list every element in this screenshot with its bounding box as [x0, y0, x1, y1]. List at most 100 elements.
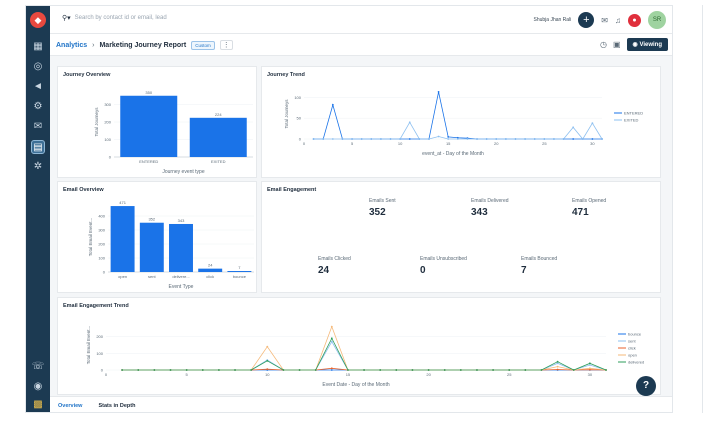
y-tick-label: 0 [299, 137, 302, 142]
data-point [437, 135, 440, 138]
x-tick-label: 15 [346, 372, 351, 377]
megaphone-icon[interactable]: ◄ [33, 81, 43, 92]
x-tick-label: delivere... [172, 274, 189, 279]
breadcrumb-separator: › [92, 41, 95, 49]
x-tick-label: 30 [588, 372, 593, 377]
email-overview-card: Email Overview 0 100 200 300 400 471 open 352 se… [57, 181, 257, 293]
calendar-icon[interactable]: ▦ [33, 41, 43, 52]
data-point [312, 138, 315, 140]
legend-label: EXITED [624, 118, 639, 123]
search-input[interactable]: Search by contact id or email, lead [74, 15, 167, 21]
bar [120, 95, 178, 157]
phone-icon[interactable]: ☏ [31, 361, 45, 372]
data-point [508, 369, 511, 371]
analytics-icon[interactable]: ▤ [31, 140, 45, 154]
inbox-icon[interactable]: ✉ [33, 121, 43, 132]
data-point [524, 138, 526, 140]
bar-data-label: 350 [145, 90, 152, 95]
data-point [572, 369, 575, 371]
export-icon[interactable]: ▣ [612, 40, 621, 49]
notification-badge-icon[interactable]: ● [628, 13, 641, 27]
y-axis-title: Total Journeys [94, 107, 99, 137]
data-point [266, 368, 269, 371]
data-point [341, 138, 344, 140]
email-engagement-trend-title: Email Engagement Trend [63, 303, 129, 309]
viewing-button[interactable]: ◉ Viewing [626, 38, 668, 51]
data-point [266, 359, 269, 362]
data-point [266, 345, 269, 348]
journey-overview-chart: 0 100 200 300 350 ENTERED 224 EXITED Journey eve… [94, 90, 253, 175]
data-point [581, 138, 584, 140]
add-button[interactable]: + [578, 12, 595, 28]
viewing-label: Viewing [639, 42, 662, 48]
left-nav-rail: ◆ ▦ ◎ ◄ ⚙ ✉ ▤ ✲ ☏ ◉ ▩ [26, 6, 50, 412]
clock-icon[interactable]: ◷ [599, 40, 607, 49]
email-engagement-trend-card: Email Engagement Trend 0 100 200 0 5 10 15 20 25… [57, 297, 661, 395]
journey-trend-card: Journey Trend 0 50 100 0 5 10 15 20 25 30 ENTERED E… [261, 66, 661, 178]
top-bar: ⚲▾ Search by contact id or email, lead S… [50, 6, 672, 34]
support-icon[interactable]: ◉ [33, 381, 43, 392]
data-point [408, 121, 411, 124]
report-header: Analytics › Marketing Journey Report Cus… [50, 34, 672, 56]
data-point [556, 365, 559, 368]
data-point [588, 368, 591, 371]
data-point [456, 136, 459, 139]
help-button[interactable]: ? [636, 376, 656, 396]
y-tick-label: 200 [104, 120, 111, 125]
data-point [330, 367, 333, 370]
email-engagement-trend-chart: 0 100 200 0 5 10 15 20 25 30 bounce sent click open de… [86, 325, 644, 388]
page-scrollbar[interactable] [702, 5, 703, 413]
metric-label: Emails Bounced [521, 256, 558, 262]
data-point [459, 369, 462, 371]
data-point [250, 369, 253, 371]
x-tick-label: 25 [507, 372, 512, 377]
data-point [504, 138, 507, 140]
x-axis-title: Journey event type [162, 169, 204, 175]
metric-value: 471 [572, 207, 589, 218]
data-point [330, 340, 333, 343]
x-tick-label: 25 [542, 141, 547, 146]
contacts-icon[interactable]: ◎ [33, 61, 43, 72]
data-point [605, 369, 607, 371]
bell-icon[interactable]: ♫ [615, 15, 621, 25]
data-point [330, 325, 333, 328]
data-point [572, 126, 575, 129]
custom-badge: Custom [191, 40, 215, 50]
apps-grid-icon[interactable]: ▩ [33, 399, 43, 410]
global-search[interactable]: ⚲▾ Search by contact id or email, lead [62, 14, 167, 22]
search-icon: ⚲▾ [62, 15, 71, 22]
bar-data-label: 343 [178, 218, 185, 223]
report-menu-button[interactable]: ⋮ [219, 40, 233, 50]
data-point [331, 138, 334, 140]
bar [139, 222, 164, 272]
avatar[interactable]: SR [648, 11, 666, 29]
settings-icon[interactable]: ✲ [33, 161, 43, 172]
y-tick-label: 300 [98, 228, 105, 233]
data-point [201, 369, 204, 371]
x-tick-label: 20 [426, 372, 431, 377]
tab-overview[interactable]: Overview [50, 397, 90, 412]
data-point [395, 369, 398, 371]
y-tick-label: 200 [98, 242, 105, 247]
x-tick-label: EXITED [211, 159, 226, 164]
data-point [556, 360, 559, 363]
data-point [588, 362, 591, 365]
app-logo-icon[interactable]: ◆ [30, 12, 46, 28]
data-point [591, 122, 594, 125]
x-tick-label: 10 [265, 372, 270, 377]
breadcrumb-analytics-link[interactable]: Analytics [56, 41, 88, 49]
data-point [540, 369, 543, 371]
journey-trend-chart: 0 50 100 0 5 10 15 20 25 30 ENTERED EXITED event_at … [284, 91, 643, 157]
y-axis-title: Total Email Event... [86, 326, 91, 365]
data-point [380, 138, 382, 140]
data-point [524, 369, 527, 371]
bar [198, 268, 223, 272]
mail-icon[interactable]: ✉ [601, 15, 608, 25]
y-tick-label: 200 [96, 334, 103, 339]
tab-stats-in-depth[interactable]: Stats in Depth [98, 403, 136, 409]
data-point [443, 369, 446, 371]
data-point [437, 91, 440, 93]
x-tick-label: open [118, 274, 127, 279]
user-name[interactable]: Shubja Jhan Rali [533, 17, 572, 23]
automation-icon[interactable]: ⚙ [33, 101, 43, 112]
